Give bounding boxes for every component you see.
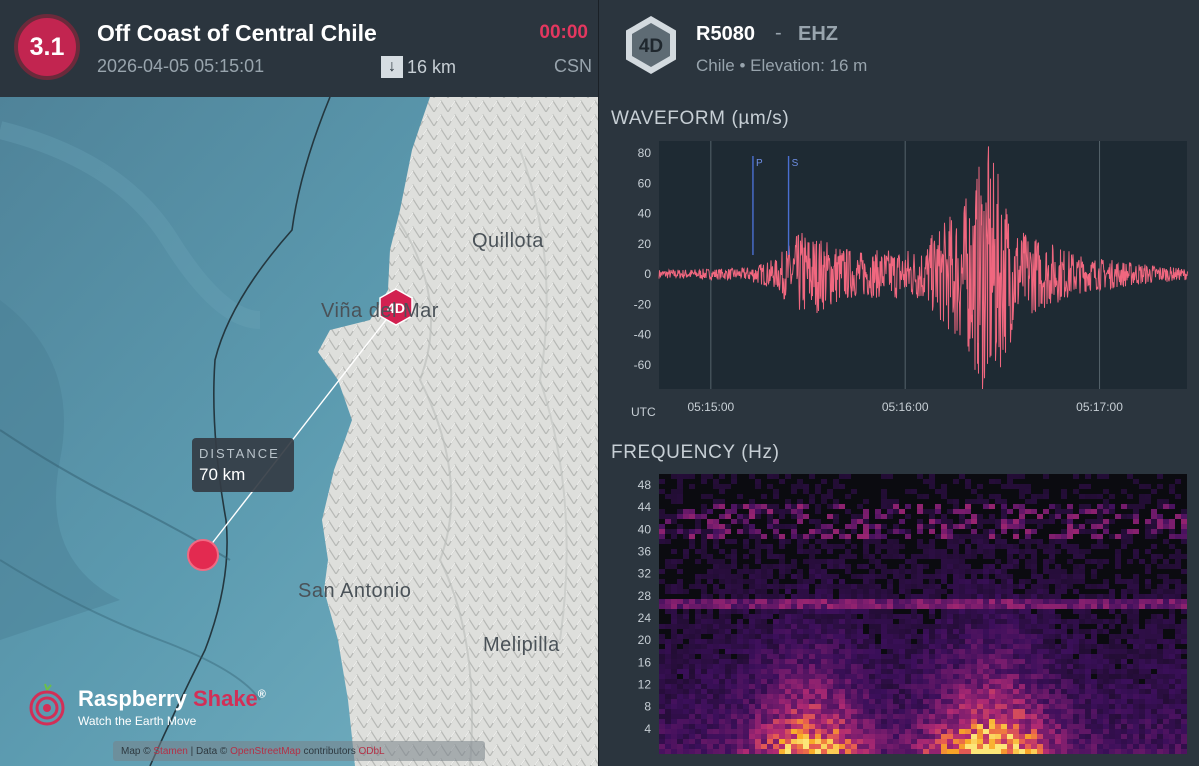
attribution-link[interactable]: OpenStreetMap — [230, 745, 301, 757]
attribution-link[interactable]: ODbL — [358, 745, 385, 757]
depth-value: 16 km — [407, 56, 457, 77]
spectrogram-y-tick: 36 — [638, 545, 652, 559]
waveform-utc-label: UTC — [631, 405, 656, 419]
frequency-title: FREQUENCY (Hz) — [611, 442, 780, 463]
spectrogram-y-tick: 16 — [638, 655, 652, 669]
waveform-x-tick: 05:17:00 — [1076, 400, 1123, 414]
spectrogram-y-tick: 20 — [638, 633, 652, 647]
elapsed-timer: 00:00 — [539, 22, 588, 43]
attribution-link[interactable]: Stamen — [153, 745, 188, 757]
brand-name: Raspberry Shake® — [78, 686, 266, 711]
down-arrow-icon: ↓ — [381, 56, 403, 78]
map-attribution: Map © Stamen | Data © OpenStreetMap cont… — [113, 741, 485, 761]
station-panel: 4D R5080 - EHZ Chile • Elevation: 16 m W… — [599, 0, 1199, 766]
distance-box: DISTANCE 70 km — [192, 438, 294, 492]
event-header: 3.1 Off Coast of Central Chile 00:00 202… — [0, 0, 598, 97]
waveform-y-tick: -20 — [634, 297, 652, 311]
raspberry-shake-icon — [29, 683, 65, 726]
place-label: San Antonio — [298, 580, 412, 602]
map-canvas[interactable]: 4D — [0, 97, 598, 766]
waveform-x-tick: 05:16:00 — [882, 400, 929, 414]
distance-value: 70 km — [199, 465, 246, 484]
spectrogram-y-tick: 8 — [644, 700, 651, 714]
waveform-y-tick: 0 — [644, 267, 651, 281]
station-badge-label: 4D — [639, 36, 663, 57]
station-location: Chile • Elevation: 16 m — [696, 56, 868, 75]
station-marker-label: 4D — [387, 300, 405, 316]
map-view[interactable]: 4D Quillota Viña del Mar San Antonio Mel… — [0, 97, 598, 766]
spectrogram-y-tick: 32 — [638, 567, 652, 581]
spectrogram-y-tick: 4 — [644, 722, 651, 736]
spectrogram-y-tick: 48 — [638, 478, 652, 492]
distance-label: DISTANCE — [199, 446, 280, 461]
event-panel: 3.1 Off Coast of Central Chile 00:00 202… — [0, 0, 598, 766]
panel-divider — [598, 0, 599, 766]
phase-label: S — [792, 158, 799, 169]
event-datetime: 2026-04-05 05:15:01 — [97, 56, 265, 76]
trench-line — [149, 97, 331, 766]
waveform-y-tick: 20 — [638, 237, 652, 251]
waveform-y-tick: 60 — [638, 176, 652, 190]
station-code: R5080 — [696, 23, 755, 45]
station-marker[interactable] — [379, 288, 413, 326]
waveform-plot-area — [659, 141, 1187, 389]
station-badge: 4D — [626, 16, 676, 74]
phase-label: P — [756, 158, 763, 169]
place-label: Quillota — [472, 230, 544, 252]
event-depth: ↓ 16 km — [381, 56, 456, 78]
event-network: CSN — [553, 56, 592, 76]
brand-tagline: Watch the Earth Move — [78, 714, 197, 728]
spectrogram-y-tick: 28 — [638, 589, 652, 603]
place-label: Melipilla — [483, 634, 560, 656]
frequency-chart[interactable]: 48 44 40 36 32 28 24 20 16 12 8 4 — [599, 0, 1199, 766]
spectrogram-y-tick: 44 — [638, 500, 652, 514]
place-label: Viña del Mar — [321, 300, 439, 322]
spectrogram-y-tick: 40 — [638, 522, 652, 536]
waveform-chart[interactable]: 05:15:00 05:16:00 05:17:00 80 60 40 20 0 -20 -40 -… — [599, 0, 1199, 430]
waveform-y-tick: -60 — [634, 358, 652, 372]
waveform-y-tick: -40 — [634, 328, 652, 342]
waveform-x-tick: 05:15:00 — [687, 400, 734, 414]
spectrogram-y-tick: 12 — [638, 678, 652, 692]
event-title: Off Coast of Central Chile — [97, 20, 377, 46]
waveform-y-tick: 40 — [638, 207, 652, 221]
station-separator: - — [775, 22, 782, 44]
land — [318, 97, 598, 766]
station-channel: EHZ — [798, 23, 838, 45]
brand-logo: Raspberry Shake® Watch the Earth Move — [25, 682, 266, 731]
spectrogram-cells — [659, 474, 1187, 754]
spectrogram-y-tick: 24 — [638, 611, 652, 625]
waveform-title: WAVEFORM (µm/s) — [611, 108, 790, 129]
epicenter-marker[interactable] — [187, 539, 219, 571]
distance-line — [202, 306, 397, 556]
waveform-y-tick: 80 — [638, 146, 652, 160]
waveform-trace — [658, 146, 1188, 390]
magnitude-badge: 3.1 — [14, 14, 80, 80]
